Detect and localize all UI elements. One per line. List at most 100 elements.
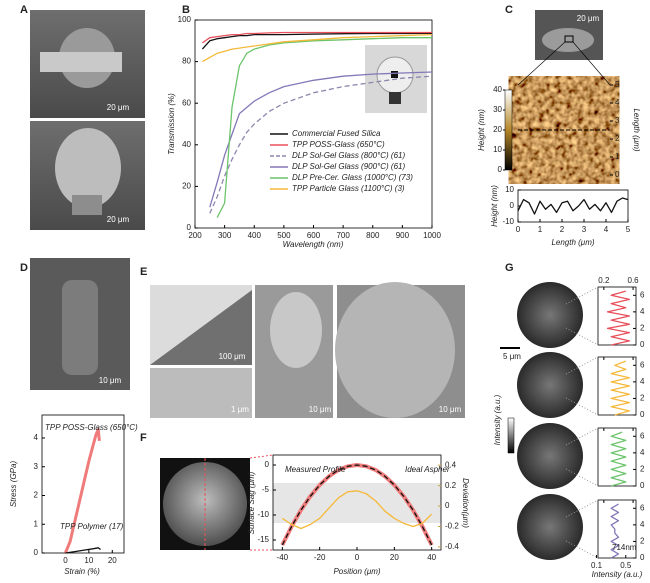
y-tick-label: 2 — [640, 394, 645, 403]
panel-label: E — [140, 266, 147, 278]
legend-label: DLP Sol-Gel Glass (900°C) (61) — [292, 162, 405, 171]
y-tick-label: 3 — [34, 462, 39, 471]
connector — [565, 499, 599, 518]
plot-frame — [517, 189, 629, 223]
x-tick-label: 800 — [366, 231, 380, 240]
panel-label: F — [140, 432, 147, 444]
y2-tick-label: -0.4 — [445, 542, 459, 551]
x-tick-label: 20 — [108, 556, 117, 565]
y-tick-label: 40 — [182, 140, 191, 149]
x-tick-label: 700 — [336, 231, 350, 240]
legend-label: TPP POSS-Glass (650°C) — [292, 140, 385, 149]
y-tick-label: 2 — [615, 134, 620, 143]
series-label: TPP Polymer (17) — [60, 522, 124, 531]
scale-bar-label: 5 μm — [503, 352, 521, 361]
plot-frame — [41, 414, 125, 554]
y-axis-label: Length (μm) — [632, 108, 641, 151]
data-line — [209, 75, 433, 214]
x-tick-label: -20 — [314, 553, 326, 562]
y-tick-label: 4 — [640, 520, 645, 529]
x-tick-label: 0 — [355, 553, 360, 562]
series-label: Ideal Aspher — [405, 465, 450, 474]
y-tick-label: 20 — [182, 182, 191, 191]
y-tick-label: 2 — [640, 465, 645, 474]
x-tick-label: 900 — [396, 231, 410, 240]
x-tick-label: 0 — [63, 556, 68, 565]
x-axis-label: Intensity (a.u.) — [592, 570, 643, 579]
z-tick-label: 40 — [493, 85, 502, 94]
y-tick-label: 4 — [640, 448, 645, 457]
y-tick-label: 60 — [182, 98, 191, 107]
y-tick-label: 0 — [640, 410, 645, 419]
x-tick-label: 1000 — [423, 231, 441, 240]
y-tick-label: 100 — [178, 15, 192, 24]
annotation: 714nm — [612, 543, 637, 552]
connector — [565, 540, 599, 559]
z-tick-label: 30 — [493, 105, 502, 114]
series-label: TPP POSS-Glass (650°C) — [45, 423, 138, 432]
data-line — [216, 37, 432, 218]
x-tick-label: 0.1 — [591, 561, 603, 570]
scale-bar-label: 1 μm — [231, 405, 249, 414]
y-tick-label: 0 — [187, 223, 192, 232]
y2-tick-label: -0.2 — [445, 522, 459, 531]
y-tick-label: 6 — [640, 360, 645, 369]
y-tick-label: 4 — [640, 377, 645, 386]
connector — [565, 468, 599, 487]
y-tick-label: 0 — [640, 481, 645, 490]
series-label: Measured Profile — [285, 465, 346, 474]
y-tick-label: 3 — [615, 116, 620, 125]
y-tick-label: 1 — [615, 152, 620, 161]
x-tick-label: 2 — [560, 225, 565, 234]
y-axis-label: Transmission (%) — [167, 93, 176, 155]
y2-axis-label: Deviation(μm) — [461, 478, 470, 528]
data-line — [201, 32, 433, 50]
data-line — [281, 490, 433, 530]
connector — [565, 397, 599, 416]
y-axis-label: Height (nm) — [490, 185, 499, 227]
y-tick-label: -15 — [257, 535, 269, 544]
y-tick-label: 6 — [640, 503, 645, 512]
x-tick-label: 400 — [248, 231, 262, 240]
data-line — [517, 197, 629, 215]
connector — [565, 286, 599, 305]
y-tick-label: 2 — [34, 491, 39, 500]
data-line — [610, 360, 631, 416]
x-axis-label: Length (μm) — [551, 238, 594, 247]
scale-bar-label: 100 μm — [219, 352, 246, 361]
legend-label: DLP Sol-Gel Glass (800°C) (61) — [292, 151, 405, 160]
x-tick-label: 0 — [516, 225, 521, 234]
x-tick-label: 0.5 — [620, 561, 632, 570]
x-axis-label: Strain (%) — [64, 567, 100, 576]
data-line — [281, 464, 433, 546]
x-axis-label: Wavelength (nm) — [283, 240, 344, 249]
y-tick-label: 4 — [34, 433, 39, 442]
z-tick-label: 0 — [498, 165, 503, 174]
y-tick-label: 0 — [640, 553, 645, 562]
y-tick-label: 0 — [265, 460, 270, 469]
data-line — [202, 31, 432, 44]
data-line — [610, 431, 627, 487]
panel-label: G — [505, 262, 514, 274]
x-tick-label: 0.2 — [598, 276, 610, 285]
scale-bar-label: 20 μm — [107, 215, 130, 224]
legend-label: TPP Particle Glass (1100°C) (3) — [292, 184, 405, 193]
data-line — [606, 290, 631, 346]
scale-bar-label: 10 μm — [309, 405, 332, 414]
y-tick-label: 1 — [34, 519, 39, 528]
panel-label: A — [20, 4, 28, 16]
y-tick-label: -10 — [502, 217, 514, 226]
x-tick-label: 3 — [582, 225, 587, 234]
data-line — [64, 427, 101, 554]
plot-frame — [597, 427, 637, 487]
connector — [565, 356, 599, 375]
y2-tick-label: 0 — [445, 501, 450, 510]
x-tick-label: 300 — [218, 231, 232, 240]
x-tick-label: 0.6 — [628, 276, 640, 285]
plot-frame — [597, 286, 637, 346]
y-tick-label: 0 — [640, 340, 645, 349]
y-tick-label: 4 — [615, 98, 620, 107]
x-tick-label: 1 — [538, 225, 543, 234]
y-tick-label: 10 — [505, 185, 514, 194]
